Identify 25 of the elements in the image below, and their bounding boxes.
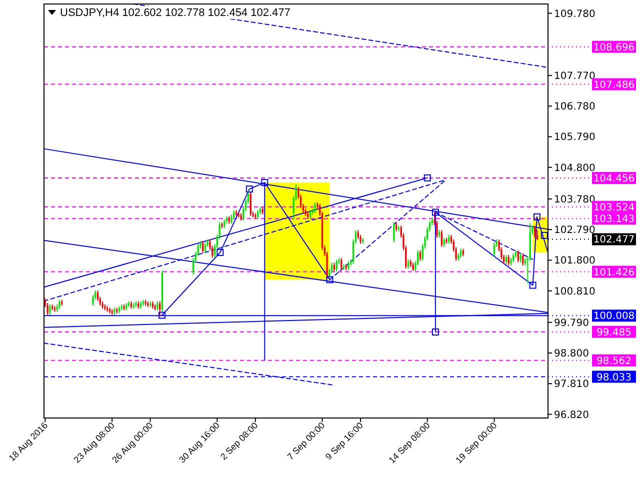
y-tick-label: 103.780 [554, 194, 596, 206]
ref-line-label: 103.524 [593, 202, 635, 214]
ref-line-label: 100.008 [593, 311, 635, 322]
y-tick-label: 106.780 [554, 102, 596, 113]
ref-line-label: 101.426 [593, 267, 635, 278]
ref-line-label: 104.456 [593, 174, 635, 185]
y-tick-label: 100.810 [554, 286, 596, 298]
y-tick-label: 96.820 [554, 410, 589, 421]
y-tick-label: 102.790 [554, 225, 596, 236]
y-tick-label: 101.800 [554, 256, 596, 267]
y-tick-label: 99.790 [554, 318, 589, 329]
ref-line-label: 107.486 [593, 80, 635, 91]
ref-line-label: 99.485 [596, 327, 632, 338]
ref-line-label: 108.696 [593, 42, 635, 54]
ref-line-label: 98.562 [596, 356, 632, 367]
chart-title: USDJPY,H4 102.602 102.778 102.454 102.477 [60, 7, 290, 19]
y-tick-label: 109.780 [554, 8, 596, 20]
ref-line-label: 102.477 [593, 234, 635, 246]
y-tick-label: 98.800 [554, 348, 589, 360]
y-tick-label: 104.800 [554, 162, 596, 174]
y-tick-label: 105.790 [554, 132, 596, 144]
y-tick-label: 107.770 [554, 70, 596, 82]
y-tick-label: 97.810 [554, 379, 589, 390]
ref-line-label: 98.033 [596, 372, 632, 384]
ref-line-label: 103.143 [593, 214, 635, 226]
